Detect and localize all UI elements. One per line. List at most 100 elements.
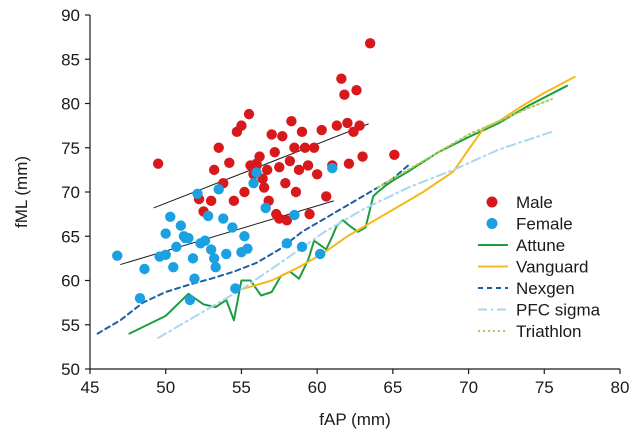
pfc-sigma-line <box>157 130 553 339</box>
male-point <box>336 73 347 84</box>
y-tick-label: 80 <box>61 95 80 114</box>
male-point <box>277 131 288 142</box>
y-tick-label: 90 <box>61 6 80 25</box>
legend-pfc-sigma-label: PFC sigma <box>516 301 601 320</box>
female-point <box>139 263 150 275</box>
female-point <box>242 243 253 254</box>
male-point <box>205 195 217 207</box>
y-tick-label: 70 <box>61 183 80 202</box>
female-point <box>213 184 224 195</box>
female-point <box>227 222 238 233</box>
male-point <box>266 129 277 140</box>
female-point <box>314 248 326 260</box>
y-tick-label: 75 <box>61 139 80 158</box>
male-point <box>299 142 311 153</box>
male-point <box>308 142 320 153</box>
male-point <box>351 85 362 96</box>
male-point <box>321 191 332 202</box>
triathlon-line <box>376 98 553 189</box>
female-point <box>199 235 211 246</box>
y-tick-label: 50 <box>61 360 80 379</box>
y-tick-label: 60 <box>61 272 80 291</box>
female-point <box>183 232 194 244</box>
female-point <box>296 241 308 253</box>
male-point <box>343 158 355 169</box>
female-point <box>175 220 187 231</box>
legend-female-label: Female <box>516 215 573 234</box>
male-point <box>316 124 327 136</box>
male-point <box>208 164 220 176</box>
female-point <box>160 228 171 239</box>
male-point <box>290 186 302 198</box>
male-point <box>254 151 265 162</box>
male-point <box>236 120 247 131</box>
male-point <box>152 158 164 169</box>
y-axis-label: fML (mm) <box>12 156 31 228</box>
male-point <box>261 164 273 176</box>
male-point <box>269 146 280 158</box>
female-point <box>289 209 300 221</box>
female-point <box>134 293 146 304</box>
scatter-points <box>112 38 400 306</box>
female-point <box>210 262 221 273</box>
legend-female-marker <box>486 218 498 229</box>
male-point <box>339 89 350 100</box>
female-point <box>187 253 199 264</box>
female-point <box>168 262 179 273</box>
legend-nexgen-label: Nexgen <box>516 279 575 298</box>
legend-vanguard-label: Vanguard <box>516 258 588 277</box>
male-point <box>224 157 235 168</box>
female-point <box>221 248 232 260</box>
male-point <box>311 169 323 180</box>
female-point <box>281 238 293 249</box>
female-point <box>189 273 200 284</box>
female-point <box>184 294 196 306</box>
male-point <box>304 208 315 220</box>
female-point <box>208 253 220 264</box>
male-point <box>258 182 270 193</box>
y-tick-label: 85 <box>61 50 80 69</box>
legend-attune-label: Attune <box>516 236 565 255</box>
male-point <box>239 186 250 198</box>
male-point <box>293 164 305 176</box>
y-tick-label: 55 <box>61 316 80 335</box>
x-tick-label: 55 <box>232 378 251 397</box>
male-point <box>357 151 368 162</box>
male-point <box>302 160 314 171</box>
female-point <box>327 162 338 174</box>
female-point <box>251 167 262 178</box>
male-point <box>289 142 300 153</box>
male-point <box>364 38 376 49</box>
female-point <box>248 177 259 189</box>
male-point <box>354 120 365 131</box>
x-tick-label: 75 <box>535 378 554 397</box>
female-point <box>260 202 271 214</box>
male-point <box>213 142 224 153</box>
male-point <box>274 213 285 224</box>
vanguard-line <box>234 75 576 293</box>
female-point <box>230 283 241 294</box>
male-point <box>243 108 255 120</box>
male-point <box>284 155 296 167</box>
female-point <box>205 244 217 255</box>
series-lines <box>96 75 576 339</box>
x-tick-label: 60 <box>308 378 327 397</box>
x-tick-label: 70 <box>459 378 478 397</box>
male-point <box>296 126 308 138</box>
x-axis-label: fAP (mm) <box>319 410 390 429</box>
female-point <box>160 249 171 261</box>
legend: Male Female Attune Vanguard Nexgen PFC sigma T… <box>478 193 601 341</box>
x-tick-label: 50 <box>156 378 175 397</box>
female-point <box>218 213 229 224</box>
nexgen-line <box>96 164 409 335</box>
male-point <box>342 117 353 129</box>
female-point <box>171 241 182 253</box>
legend-male-label: Male <box>516 193 553 212</box>
legend-male-marker <box>486 196 498 208</box>
x-tick-label: 80 <box>611 378 630 397</box>
male-point <box>228 195 240 207</box>
male-point <box>286 116 297 127</box>
male-point <box>389 149 400 161</box>
